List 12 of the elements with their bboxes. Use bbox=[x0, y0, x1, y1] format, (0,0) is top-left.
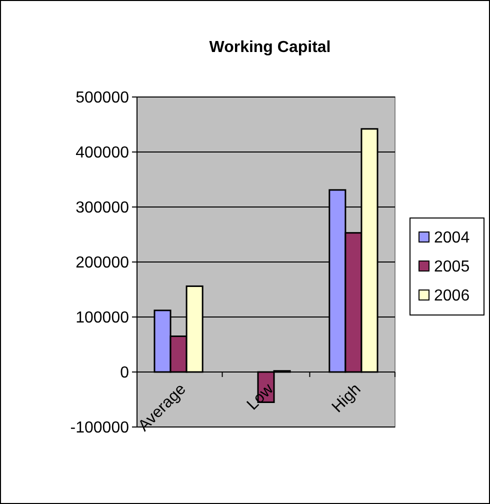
chart-title: Working Capital bbox=[209, 39, 331, 56]
y-tick-label: -100000 bbox=[70, 420, 130, 437]
legend-label: 2005 bbox=[434, 258, 470, 276]
y-tick-label: 200000 bbox=[76, 254, 130, 272]
x-tick-label: High bbox=[328, 380, 364, 416]
y-tick-label: 500000 bbox=[76, 90, 130, 107]
y-tick-label: 0 bbox=[120, 364, 130, 382]
legend-label: 2006 bbox=[434, 288, 470, 305]
y-tick-label: 100000 bbox=[76, 310, 130, 327]
y-tick-label: 400000 bbox=[76, 144, 130, 162]
y-tick-label: 300000 bbox=[76, 200, 130, 217]
legend-label: 2004 bbox=[434, 230, 470, 247]
